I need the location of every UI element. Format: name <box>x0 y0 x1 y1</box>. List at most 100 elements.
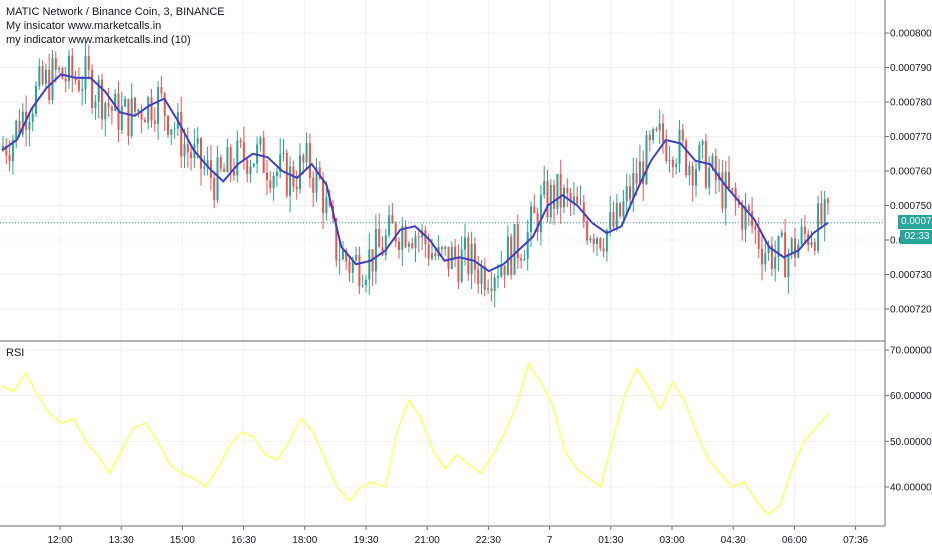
price-tick-label: 0.000730 <box>890 270 932 281</box>
candle <box>167 114 169 138</box>
time-tick-label: 06:00 <box>782 535 807 546</box>
candle <box>566 178 569 207</box>
candle <box>355 246 358 262</box>
candle <box>678 120 681 173</box>
candle <box>114 88 117 112</box>
candle <box>130 83 133 139</box>
candle <box>391 202 394 224</box>
candle <box>774 240 777 282</box>
candle <box>143 116 146 123</box>
candle <box>315 158 318 202</box>
candle <box>226 138 229 173</box>
candle <box>186 127 189 168</box>
candle <box>153 107 156 132</box>
candle <box>305 132 308 169</box>
rsi-tick-label: 60.000000 <box>890 391 932 402</box>
candle <box>421 223 424 251</box>
candle <box>764 238 767 272</box>
candle <box>761 235 763 281</box>
candle <box>823 190 826 242</box>
candle <box>695 162 697 197</box>
time-tick-label: 12:00 <box>47 535 72 546</box>
price-tick-label: 0.000790 <box>890 63 932 74</box>
candle <box>523 250 526 261</box>
candle <box>698 141 701 172</box>
time-axis[interactable]: 12:00 13:30 15:00 16:30 18:00 19:30 21:00 22:30… <box>47 526 869 546</box>
candle <box>784 218 787 278</box>
candle <box>619 202 622 219</box>
candle <box>183 128 186 169</box>
candle <box>586 215 589 245</box>
indicator-legend-1[interactable]: My insicator www.marketcalls.in <box>6 20 162 32</box>
candle <box>124 96 127 108</box>
candle <box>681 123 684 146</box>
rsi-axis[interactable]: 40.000000 50.000000 60.000000 70.000000 <box>885 346 932 494</box>
candle <box>708 156 711 196</box>
candle <box>460 236 463 284</box>
candle <box>704 133 707 190</box>
candle <box>266 160 268 196</box>
candle <box>820 190 823 230</box>
candle <box>358 246 361 295</box>
candle <box>219 154 222 173</box>
time-tick-label: 03:00 <box>659 535 684 546</box>
candle <box>388 204 391 238</box>
candle <box>190 143 193 171</box>
candle <box>279 137 282 179</box>
candle <box>701 139 704 160</box>
candle <box>721 159 724 214</box>
symbol-legend[interactable]: MATIC Network / Binance Coin, 3, BINANCE <box>6 6 225 18</box>
candle <box>589 235 592 244</box>
candle <box>454 239 457 268</box>
price-tick-label: 0.000800 <box>890 29 932 40</box>
candle <box>91 64 94 115</box>
candle <box>549 178 552 224</box>
candle <box>31 106 34 132</box>
candle <box>252 163 255 168</box>
candle <box>483 258 486 297</box>
time-tick-label: 22:30 <box>476 535 501 546</box>
candle <box>437 235 440 260</box>
candle <box>803 215 806 244</box>
candle <box>51 50 54 105</box>
candle <box>150 89 153 128</box>
candle <box>668 145 671 173</box>
candle <box>596 236 598 257</box>
indicator-legend-2[interactable]: my indicator www.marketcalls.ind (10) <box>6 34 191 46</box>
last-price-badge: 0.000745 <box>898 215 932 229</box>
candle <box>770 236 773 277</box>
candle <box>602 238 605 257</box>
candle <box>444 245 447 256</box>
candle <box>417 227 420 253</box>
candle <box>213 171 216 209</box>
candle <box>28 114 31 147</box>
rsi-line <box>1 361 829 516</box>
candle <box>648 130 651 152</box>
candle <box>629 174 631 210</box>
candle <box>48 53 51 105</box>
candle <box>728 156 730 192</box>
candle <box>134 96 136 117</box>
candle <box>688 160 691 186</box>
candle <box>5 138 8 165</box>
candle <box>157 81 160 140</box>
candle <box>398 237 400 259</box>
candle <box>246 156 249 183</box>
rsi-pane-title[interactable]: RSI <box>6 347 25 359</box>
candle <box>440 245 443 257</box>
price-axis[interactable]: 0.0007200.0007300.0007400.0007500.000760… <box>885 29 932 316</box>
candle <box>140 104 143 134</box>
candle <box>757 217 760 259</box>
bar-countdown-badge: 02:33 <box>900 230 932 244</box>
candle <box>665 129 668 164</box>
candle <box>81 75 84 106</box>
candle <box>242 126 245 170</box>
candle <box>572 182 575 215</box>
candle <box>526 219 529 271</box>
candle <box>269 171 272 193</box>
price-tick-label: 0.000780 <box>890 98 932 109</box>
candle <box>638 144 641 184</box>
candle <box>160 76 163 98</box>
candle <box>543 165 546 199</box>
